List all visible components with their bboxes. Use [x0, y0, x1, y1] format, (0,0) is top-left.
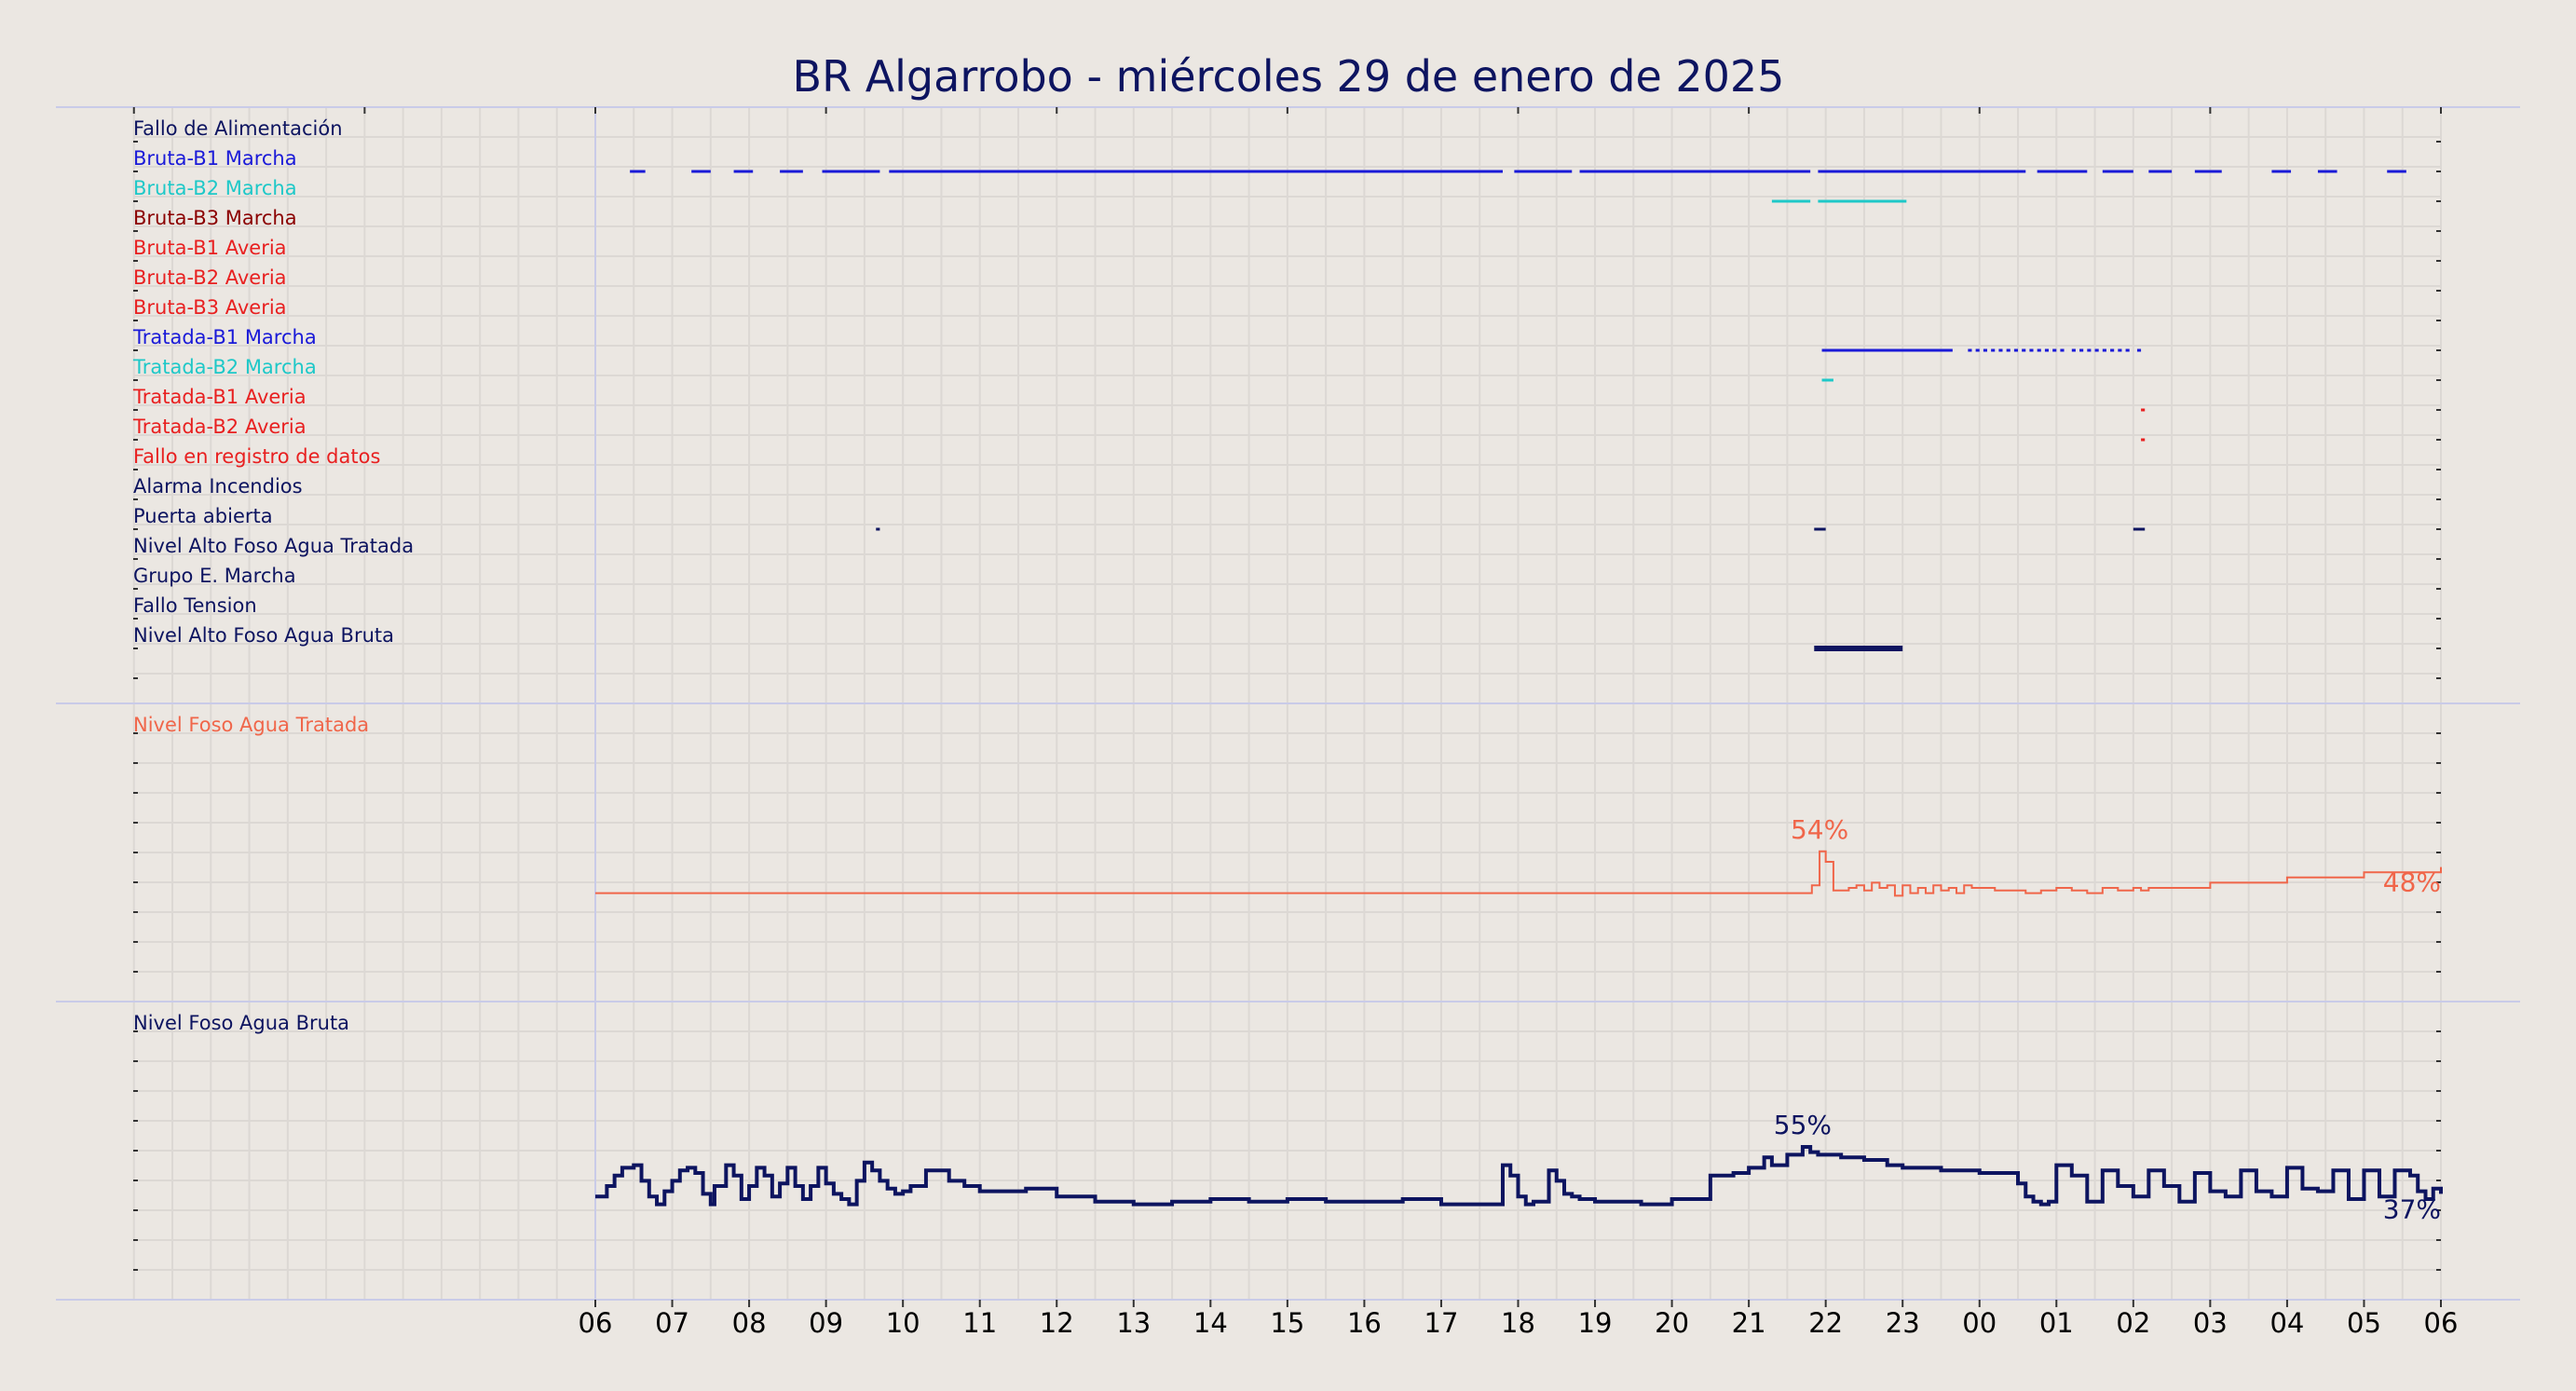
row-label: Bruta-B2 Marcha: [133, 177, 297, 199]
max-value-label: 54%: [1791, 814, 1848, 845]
row-label: Grupo E. Marcha: [133, 565, 296, 587]
row-label: Bruta-B1 Marcha: [133, 147, 297, 170]
timeline-panel: Fallo de Alimentación Bruta-B1 Marcha Brut…: [132, 117, 2441, 679]
panel-frames: [56, 106, 2520, 1301]
row-label: Puerta abierta: [133, 505, 273, 527]
x-tick-label: 15: [1270, 1307, 1304, 1339]
x-tick-label: 16: [1347, 1307, 1382, 1339]
x-tick-label: 06: [2424, 1307, 2459, 1339]
row-label: Fallo en registro de datos: [133, 445, 380, 468]
row-label: Fallo de Alimentación: [133, 117, 343, 140]
x-tick-label: 03: [2193, 1307, 2228, 1339]
x-tick-label: 18: [1501, 1307, 1535, 1339]
last-value-label: 48%: [2383, 867, 2441, 898]
x-axis: 06 07 08 09 10 11 12 13 14 15 16 17 18 19 20 21 22 23 00 01…: [579, 1300, 2459, 1339]
row-label: Bruta-B3 Marcha: [133, 207, 297, 229]
panel-title: Nivel Foso Agua Tratada: [133, 714, 369, 736]
x-tick-label: 01: [2039, 1307, 2074, 1339]
row-label: Alarma Incendios: [133, 475, 303, 498]
x-tick-label: 21: [1732, 1307, 1766, 1339]
row-label: Tratada-B2 Marcha: [132, 356, 317, 378]
panel-title: Nivel Foso Agua Bruta: [133, 1012, 349, 1034]
row-label: Nivel Alto Foso Agua Tratada: [133, 535, 414, 557]
row-label: Fallo Tension: [133, 594, 257, 617]
raw-water-level-panel: Nivel Foso Agua Bruta 55% 37%: [133, 1012, 2443, 1271]
treated-water-level-panel: Nivel Foso Agua Tratada 54% 48%: [133, 714, 2442, 973]
row-label: Tratada-B1 Marcha: [132, 326, 317, 348]
x-tick-label: 07: [655, 1307, 689, 1339]
x-tick-label: 00: [1962, 1307, 1997, 1339]
x-tick-label: 14: [1193, 1307, 1228, 1339]
row-label: Bruta-B2 Averia: [133, 266, 287, 289]
x-tick-label: 02: [2116, 1307, 2150, 1339]
last-value-label: 37%: [2383, 1193, 2441, 1224]
x-tick-label: 19: [1578, 1307, 1613, 1339]
x-tick-label: 23: [1886, 1307, 1920, 1339]
chart-title: BR Algarrobo - miércoles 29 de enero de …: [793, 51, 1785, 102]
x-tick-label: 11: [962, 1307, 997, 1339]
x-tick-label: 12: [1040, 1307, 1074, 1339]
x-tick-label: 17: [1424, 1307, 1459, 1339]
x-tick-label: 05: [2347, 1307, 2381, 1339]
x-tick-label: 06: [579, 1307, 613, 1339]
row-label: Tratada-B1 Averia: [132, 386, 307, 408]
row-label: Bruta-B3 Averia: [133, 296, 287, 319]
max-value-label: 55%: [1774, 1110, 1832, 1140]
level-line: [595, 1145, 2443, 1207]
x-tick-label: 22: [1808, 1307, 1843, 1339]
x-tick-label: 04: [2269, 1307, 2304, 1339]
row-label: Tratada-B2 Averia: [132, 416, 307, 438]
x-tick-label: 08: [732, 1307, 767, 1339]
row-label: Bruta-B1 Averia: [133, 237, 287, 259]
x-tick-label: 09: [809, 1307, 843, 1339]
row-label: Nivel Alto Foso Agua Bruta: [133, 624, 394, 647]
level-line: [595, 850, 2442, 897]
x-tick-label: 20: [1655, 1307, 1689, 1339]
x-tick-label: 10: [886, 1307, 920, 1339]
x-tick-label: 13: [1116, 1307, 1151, 1339]
